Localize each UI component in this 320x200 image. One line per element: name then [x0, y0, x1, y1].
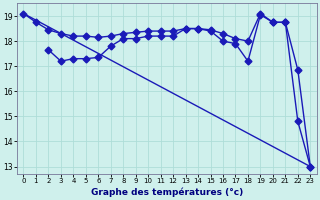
X-axis label: Graphe des températures (°c): Graphe des températures (°c) — [91, 187, 243, 197]
